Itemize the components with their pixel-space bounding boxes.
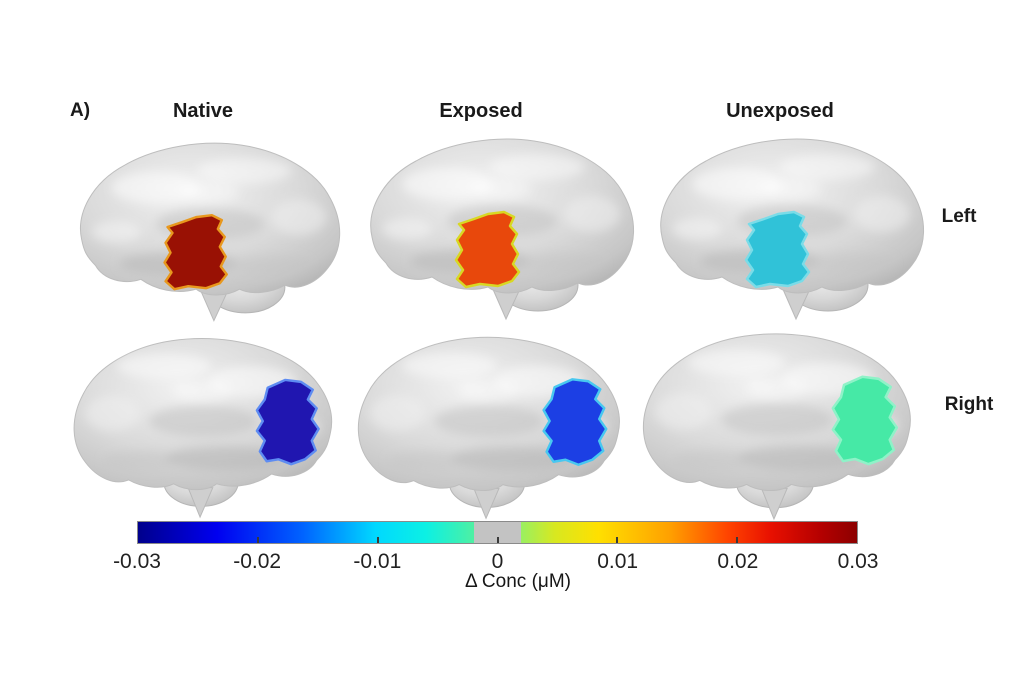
colorbar-tick-mark xyxy=(616,537,619,543)
brain-render xyxy=(340,329,638,521)
brain-render xyxy=(642,127,934,323)
brain-exposed-right xyxy=(340,329,638,521)
highlighted-region xyxy=(744,210,811,289)
brain-render xyxy=(62,131,350,325)
colorbar-tick-label: 0 xyxy=(491,550,504,573)
colorbar-tick-mark xyxy=(496,537,499,543)
colorbar-tick-mark xyxy=(256,537,259,543)
column-header-native: Native xyxy=(172,100,234,122)
brain-unexposed-left xyxy=(642,127,934,323)
brain-native-left xyxy=(62,131,350,325)
row-label-left: Left xyxy=(941,206,977,227)
colorbar-tick-label: 0.01 xyxy=(597,550,639,573)
highlighted-region xyxy=(831,375,899,466)
highlighted-region xyxy=(454,210,521,289)
colorbar-tick-label: 0.02 xyxy=(717,550,759,573)
column-header-exposed: Exposed xyxy=(439,100,523,122)
colorbar-tick-labels: -0.03 -0.02 -0.01 0 0.01 0.02 0.03 xyxy=(113,550,878,576)
colorbar-neutral-band xyxy=(473,522,522,543)
brain-render xyxy=(622,326,932,521)
colorbar-gradient xyxy=(137,521,858,544)
brain-unexposed-right xyxy=(622,326,932,521)
highlighted-region xyxy=(163,213,228,291)
colorbar: -0.03 -0.02 -0.01 0 0.01 0.02 0.03 Δ Conc (μM) xyxy=(113,521,878,596)
column-header-unexposed: Unexposed xyxy=(726,100,834,122)
brain-render xyxy=(352,127,644,323)
brain-native-right xyxy=(56,329,350,521)
row-label-right: Right xyxy=(944,394,994,415)
colorbar-tick-mark xyxy=(376,537,379,543)
panel-label: A) xyxy=(70,100,91,121)
colorbar-axis-label: Δ Conc (μM) xyxy=(465,571,571,592)
highlighted-region xyxy=(255,378,320,466)
colorbar-tick-label: -0.03 xyxy=(113,550,161,573)
colorbar-tick-label: -0.02 xyxy=(233,550,282,573)
colorbar-tick-label: 0.03 xyxy=(837,550,879,573)
colorbar-tick-label: -0.01 xyxy=(353,550,402,573)
brain-exposed-left xyxy=(352,127,644,323)
colorbar-tick-mark xyxy=(736,537,739,543)
highlighted-region xyxy=(542,378,608,466)
brain-render xyxy=(56,329,350,521)
